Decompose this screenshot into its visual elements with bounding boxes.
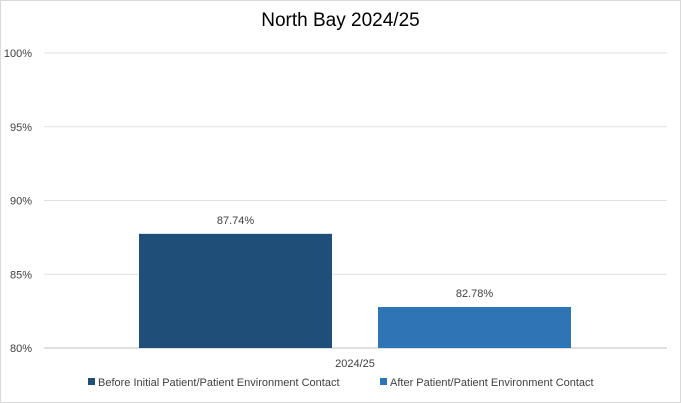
data-label: 87.74% (217, 215, 255, 227)
legend-label: Before Initial Patient/Patient Environme… (98, 377, 340, 389)
y-tick-label: 90% (10, 196, 32, 208)
data-label: 82.78% (456, 288, 494, 300)
legend-swatch (380, 378, 387, 385)
legend-label: After Patient/Patient Environment Contac… (390, 377, 594, 389)
bar-series-2 (378, 306, 571, 348)
chart-title: North Bay 2024/25 (261, 10, 420, 31)
legend-swatch (88, 378, 95, 385)
bar-series-1 (139, 233, 332, 348)
y-tick-label: 80% (10, 343, 32, 355)
y-tick-label: 85% (10, 269, 32, 281)
y-tick-label: 100% (4, 48, 32, 60)
x-category-label: 2024/25 (335, 358, 375, 370)
y-tick-label: 95% (10, 122, 32, 134)
